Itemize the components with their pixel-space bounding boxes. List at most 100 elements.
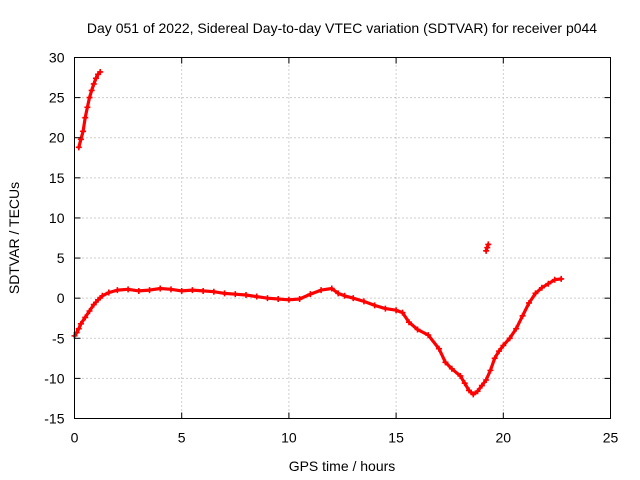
- x-tick-label: 10: [281, 430, 297, 446]
- data-point: [484, 244, 491, 251]
- data-point: [360, 298, 367, 305]
- data-point: [414, 326, 421, 333]
- data-point: [491, 355, 498, 362]
- data-point: [86, 308, 93, 315]
- data-point: [105, 289, 112, 296]
- data-point: [86, 94, 93, 101]
- data-point: [97, 68, 104, 75]
- data-point: [485, 241, 492, 248]
- data-point: [382, 305, 389, 312]
- data-point: [328, 285, 335, 292]
- data-point: [210, 288, 217, 295]
- data-point: [461, 380, 468, 387]
- data-point: [232, 291, 239, 298]
- data-point: [88, 87, 95, 94]
- data-point: [200, 287, 207, 294]
- x-tick-label: 0: [71, 430, 79, 446]
- data-point: [77, 136, 84, 143]
- data-point: [538, 284, 545, 291]
- y-tick-label: 30: [49, 50, 65, 66]
- data-point: [114, 287, 121, 294]
- data-point: [393, 307, 400, 314]
- data-point: [371, 302, 378, 309]
- data-point: [435, 345, 442, 352]
- data-point: [90, 301, 97, 308]
- y-tick-label: -5: [52, 330, 65, 346]
- data-point: [125, 286, 132, 293]
- data-point: [92, 75, 99, 82]
- y-tick-label: 25: [49, 90, 65, 106]
- data-point: [478, 382, 485, 389]
- data-point: [95, 296, 102, 303]
- data-point: [532, 290, 539, 297]
- data-point: [506, 335, 513, 342]
- y-tick-label: -10: [44, 370, 64, 386]
- data-point: [90, 80, 97, 87]
- data-point: [135, 287, 142, 294]
- data-point: [264, 295, 271, 302]
- data-point: [350, 295, 357, 302]
- y-tick-label: 0: [57, 290, 65, 306]
- y-tick-label: 5: [57, 250, 65, 266]
- grid: [74, 57, 611, 419]
- data-point: [77, 320, 84, 327]
- data-point: [146, 287, 153, 294]
- data-point: [551, 276, 558, 283]
- data-point: [82, 314, 89, 321]
- data-point: [99, 292, 106, 299]
- data-point: [519, 312, 526, 319]
- x-tick-label: 5: [178, 430, 186, 446]
- y-axis-label: SDTVAR / TECUs: [6, 182, 22, 294]
- data-point: [84, 104, 91, 111]
- x-tick-label: 15: [388, 430, 404, 446]
- data-point: [448, 365, 455, 372]
- data-point: [243, 291, 250, 298]
- data-point: [221, 290, 228, 297]
- data-point: [496, 348, 503, 355]
- axis-ticks: 0 5 10 15 20 25 -15 -10 -5 0 5 10 15 20 25 30: [44, 50, 618, 446]
- data-point: [500, 342, 507, 349]
- y-tick-label: -15: [44, 411, 64, 427]
- y-tick-label: 15: [49, 170, 65, 186]
- series-trace-main: [72, 277, 563, 396]
- x-tick-label: 20: [496, 430, 512, 446]
- data-point: [335, 290, 342, 297]
- data-point: [465, 387, 472, 394]
- data-point: [470, 391, 477, 398]
- data-point: [253, 293, 260, 300]
- data-point: [425, 332, 432, 339]
- data-point: [545, 280, 552, 287]
- data-point: [318, 287, 325, 294]
- series-trace-early-rise: [77, 70, 102, 149]
- data-point: [80, 128, 87, 135]
- data-point: [82, 114, 89, 121]
- x-axis-label: GPS time / hours: [289, 458, 396, 474]
- data-point: [513, 325, 520, 332]
- x-tick-label: 25: [603, 430, 619, 446]
- data-point: [189, 287, 196, 294]
- data-point: [442, 359, 449, 366]
- data-point: [558, 275, 565, 282]
- data-point: [483, 376, 490, 383]
- data-point: [474, 388, 481, 395]
- data-point: [457, 372, 464, 379]
- data-point: [483, 247, 490, 254]
- data-point: [405, 319, 412, 326]
- y-tick-label: 20: [49, 130, 65, 146]
- data-point: [307, 291, 314, 298]
- data-point: [487, 367, 494, 374]
- data-point: [275, 295, 282, 302]
- data-point: [75, 325, 82, 332]
- data-point: [296, 295, 303, 302]
- data-layer: [71, 68, 565, 398]
- data-point: [75, 144, 82, 151]
- data-point: [157, 285, 164, 292]
- data-point: [399, 309, 406, 316]
- data-point: [526, 299, 533, 306]
- plot-frame: [74, 57, 611, 419]
- data-point: [341, 292, 348, 299]
- data-point: [285, 296, 292, 303]
- data-point: [167, 286, 174, 293]
- chart-title: Day 051 of 2022, Sidereal Day-to-day VTE…: [87, 20, 597, 36]
